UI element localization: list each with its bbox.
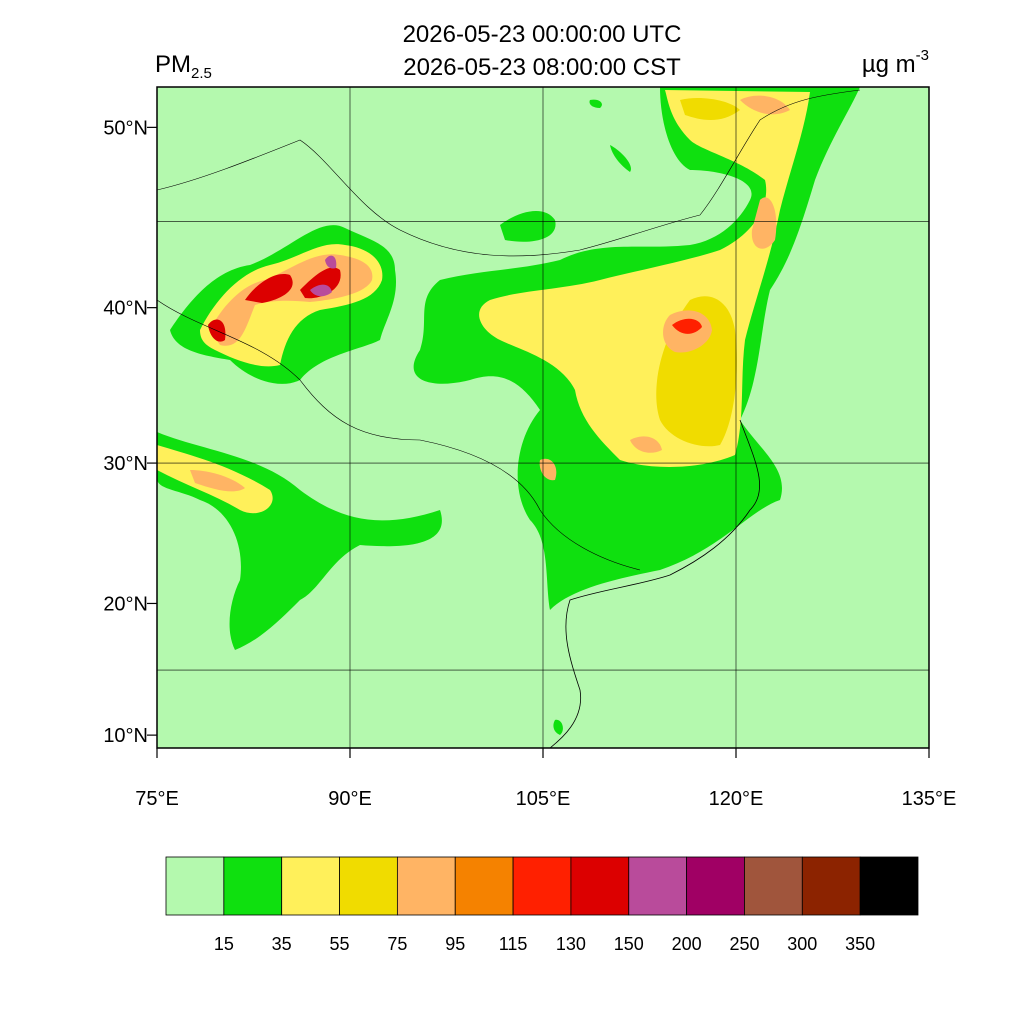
colorbar-box: [744, 856, 803, 916]
y-tick-label: 50°N: [103, 117, 148, 139]
field-region: [190, 470, 245, 492]
x-tick-label: 120°E: [709, 788, 764, 810]
colorbar-label: 150: [614, 934, 644, 954]
colorbar-label: 200: [672, 934, 702, 954]
x-tick-label: 75°E: [135, 788, 179, 810]
y-tick-label: 10°N: [103, 725, 148, 747]
colorbar-box: [801, 856, 861, 916]
x-tick-label: 90°E: [328, 788, 372, 810]
variable-subscript: 2.5: [191, 65, 212, 82]
field-region: [656, 98, 740, 447]
colorbar-box: [165, 856, 225, 916]
x-tick-label: 105°E: [516, 788, 571, 810]
title-line: 2026-05-23 08:00:00 CST: [403, 54, 681, 81]
colorbar: 15 35 55 75 95 115 130 150 200 250 300 350: [165, 856, 919, 954]
y-tick-label: 30°N: [103, 453, 148, 475]
variable: PM: [155, 51, 191, 78]
colorbar-label: 300: [787, 934, 817, 954]
border: [157, 299, 641, 571]
units: µg m: [862, 51, 916, 78]
colorbar-box: [339, 856, 398, 916]
colorbar-box: [686, 856, 745, 916]
colorbar-box: [628, 856, 688, 916]
colorbar-box: [223, 856, 283, 916]
border: [157, 89, 861, 257]
x-tick-label: 135°E: [902, 788, 957, 810]
colorbar-label: 95: [445, 934, 465, 954]
colorbar-label: 35: [272, 934, 292, 954]
colorbar-label: 55: [330, 934, 350, 954]
field-region: [672, 318, 702, 334]
units-superscript: -3: [916, 47, 929, 64]
title-line: 2026-05-23 00:00:00 UTC: [403, 21, 682, 48]
colorbar-box: [570, 856, 630, 916]
field-region: [310, 255, 337, 297]
variable-label: PM2.5: [155, 51, 212, 82]
colorbar-label: 350: [845, 934, 875, 954]
units-label: µg m-3: [862, 47, 929, 78]
y-tick-label: 40°N: [103, 298, 148, 320]
map-frame: [156, 86, 930, 749]
colorbar-box: [281, 856, 340, 916]
colorbar-label: 15: [214, 934, 234, 954]
colorbar-label: 250: [729, 934, 759, 954]
y-tick-label: 20°N: [103, 593, 148, 615]
colorbar-box: [512, 856, 572, 916]
coastline: [549, 419, 761, 748]
colorbar-box: [454, 856, 514, 916]
colorbar-label: 130: [556, 934, 586, 954]
grid: 75°E 90°E 105°E 120°E 135°E 10°N 20°N 30°N 40°N 5…: [103, 87, 956, 810]
colorbar-box: [859, 856, 919, 916]
field-region: [539, 436, 662, 481]
colorbar-label: 75: [387, 934, 407, 954]
colorbar-box: [396, 856, 456, 916]
colorbar-label: 115: [499, 934, 528, 954]
field-region: [208, 267, 341, 342]
